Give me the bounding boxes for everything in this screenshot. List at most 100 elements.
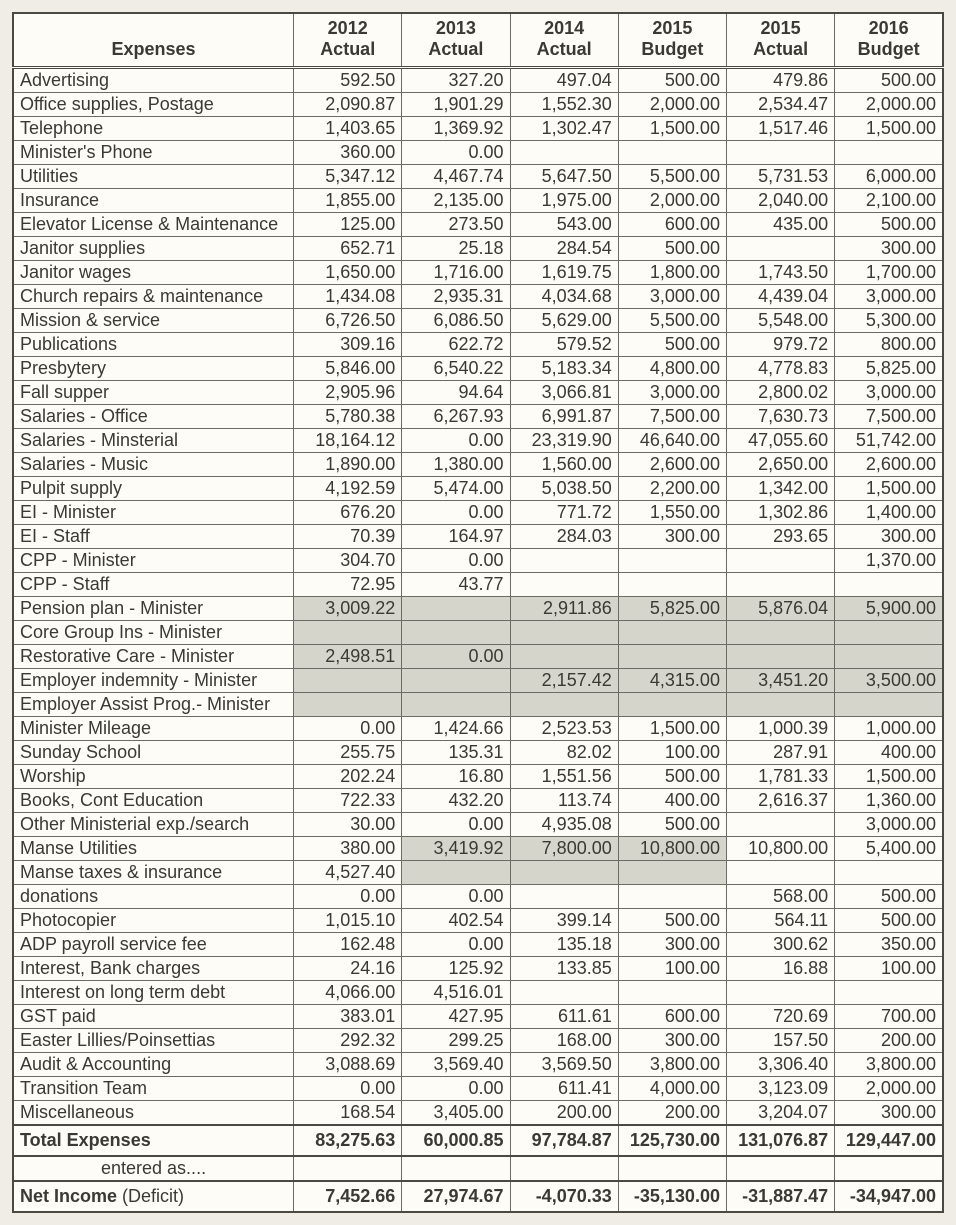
row-label: Books, Cont Education	[13, 789, 294, 813]
col-header-5: 2015Actual	[726, 13, 834, 68]
cell: 500.00	[835, 885, 943, 909]
cell: 300.00	[618, 933, 726, 957]
cell: 5,548.00	[726, 309, 834, 333]
row-label: Salaries - Office	[13, 405, 294, 429]
cell: 3,000.00	[835, 285, 943, 309]
cell: 435.00	[726, 213, 834, 237]
cell: 1,424.66	[402, 717, 510, 741]
cell: 500.00	[618, 237, 726, 261]
cell	[618, 573, 726, 597]
cell: 1,517.46	[726, 117, 834, 141]
cell: 3,000.00	[618, 285, 726, 309]
cell: 133.85	[510, 957, 618, 981]
cell: 0.00	[402, 645, 510, 669]
cell: 168.00	[510, 1029, 618, 1053]
cell: 360.00	[294, 141, 402, 165]
cell: 1,400.00	[835, 501, 943, 525]
cell: 4,034.68	[510, 285, 618, 309]
cell	[726, 645, 834, 669]
cell: 5,731.53	[726, 165, 834, 189]
cell	[294, 693, 402, 717]
cell	[618, 1156, 726, 1181]
cell: 6,991.87	[510, 405, 618, 429]
cell: 1,342.00	[726, 477, 834, 501]
cell: 402.54	[402, 909, 510, 933]
cell: 0.00	[402, 141, 510, 165]
cell: 4,000.00	[618, 1077, 726, 1101]
cell: 1,551.56	[510, 765, 618, 789]
cell: 5,825.00	[835, 357, 943, 381]
cell: 23,319.90	[510, 429, 618, 453]
cell	[726, 141, 834, 165]
cell	[726, 621, 834, 645]
cell: 1,743.50	[726, 261, 834, 285]
row-label: Restorative Care - Minister	[13, 645, 294, 669]
cell: -34,947.00	[835, 1181, 943, 1212]
cell: 284.03	[510, 525, 618, 549]
cell: 3,500.00	[835, 669, 943, 693]
cell	[726, 549, 834, 573]
cell: 300.00	[835, 237, 943, 261]
row-label: Minister Mileage	[13, 717, 294, 741]
cell: 0.00	[402, 885, 510, 909]
cell: 1,855.00	[294, 189, 402, 213]
row-label: Net Income (Deficit)	[13, 1181, 294, 1212]
cell: 10,800.00	[618, 837, 726, 861]
row-label: Employer indemnity - Minister	[13, 669, 294, 693]
cell: 3,569.40	[402, 1053, 510, 1077]
row-label: Interest, Bank charges	[13, 957, 294, 981]
cell	[726, 981, 834, 1005]
cell: 350.00	[835, 933, 943, 957]
cell: 304.70	[294, 549, 402, 573]
cell: 292.32	[294, 1029, 402, 1053]
cell	[618, 885, 726, 909]
cell: 293.65	[726, 525, 834, 549]
table-row: EI - Minister676.200.00771.721,550.001,3…	[13, 501, 943, 525]
cell	[835, 621, 943, 645]
cell: 2,523.53	[510, 717, 618, 741]
cell: 5,876.04	[726, 597, 834, 621]
cell: 5,474.00	[402, 477, 510, 501]
cell: 157.50	[726, 1029, 834, 1053]
cell: 300.00	[618, 1029, 726, 1053]
table-row: Office supplies, Postage2,090.871,901.29…	[13, 93, 943, 117]
cell	[618, 693, 726, 717]
cell: 5,846.00	[294, 357, 402, 381]
cell: 4,800.00	[618, 357, 726, 381]
row-label: Manse taxes & insurance	[13, 861, 294, 885]
table-row: Interest on long term debt4,066.004,516.…	[13, 981, 943, 1005]
table-row: CPP - Minister304.700.001,370.00	[13, 549, 943, 573]
cell: 131,076.87	[726, 1125, 834, 1156]
cell	[402, 693, 510, 717]
cell	[510, 621, 618, 645]
table-row: Employer Assist Prog.- Minister	[13, 693, 943, 717]
table-row: EI - Staff70.39164.97284.03300.00293.653…	[13, 525, 943, 549]
table-row: Transition Team0.000.00611.414,000.003,1…	[13, 1077, 943, 1101]
cell: 1,302.47	[510, 117, 618, 141]
cell: 2,135.00	[402, 189, 510, 213]
cell: 2,000.00	[618, 189, 726, 213]
cell: 100.00	[618, 741, 726, 765]
cell: 2,600.00	[835, 453, 943, 477]
cell: 2,498.51	[294, 645, 402, 669]
cell: 1,619.75	[510, 261, 618, 285]
expenses-table: Expenses2012Actual2013Actual2014Actual20…	[12, 12, 944, 1213]
cell: 6,267.93	[402, 405, 510, 429]
cell	[294, 621, 402, 645]
cell	[510, 645, 618, 669]
table-row: Net Income (Deficit)7,452.6627,974.67-4,…	[13, 1181, 943, 1212]
cell	[618, 981, 726, 1005]
table-row: Advertising592.50327.20497.04500.00479.8…	[13, 68, 943, 93]
cell: 5,500.00	[618, 309, 726, 333]
table-row: Janitor wages1,650.001,716.001,619.751,8…	[13, 261, 943, 285]
cell: 5,300.00	[835, 309, 943, 333]
cell	[835, 861, 943, 885]
cell: 3,451.20	[726, 669, 834, 693]
cell: 500.00	[618, 765, 726, 789]
table-row: Presbytery5,846.006,540.225,183.344,800.…	[13, 357, 943, 381]
cell: 10,800.00	[726, 837, 834, 861]
cell: 432.20	[402, 789, 510, 813]
cell: 700.00	[835, 1005, 943, 1029]
row-label: ADP payroll service fee	[13, 933, 294, 957]
col-header-1: 2012Actual	[294, 13, 402, 68]
